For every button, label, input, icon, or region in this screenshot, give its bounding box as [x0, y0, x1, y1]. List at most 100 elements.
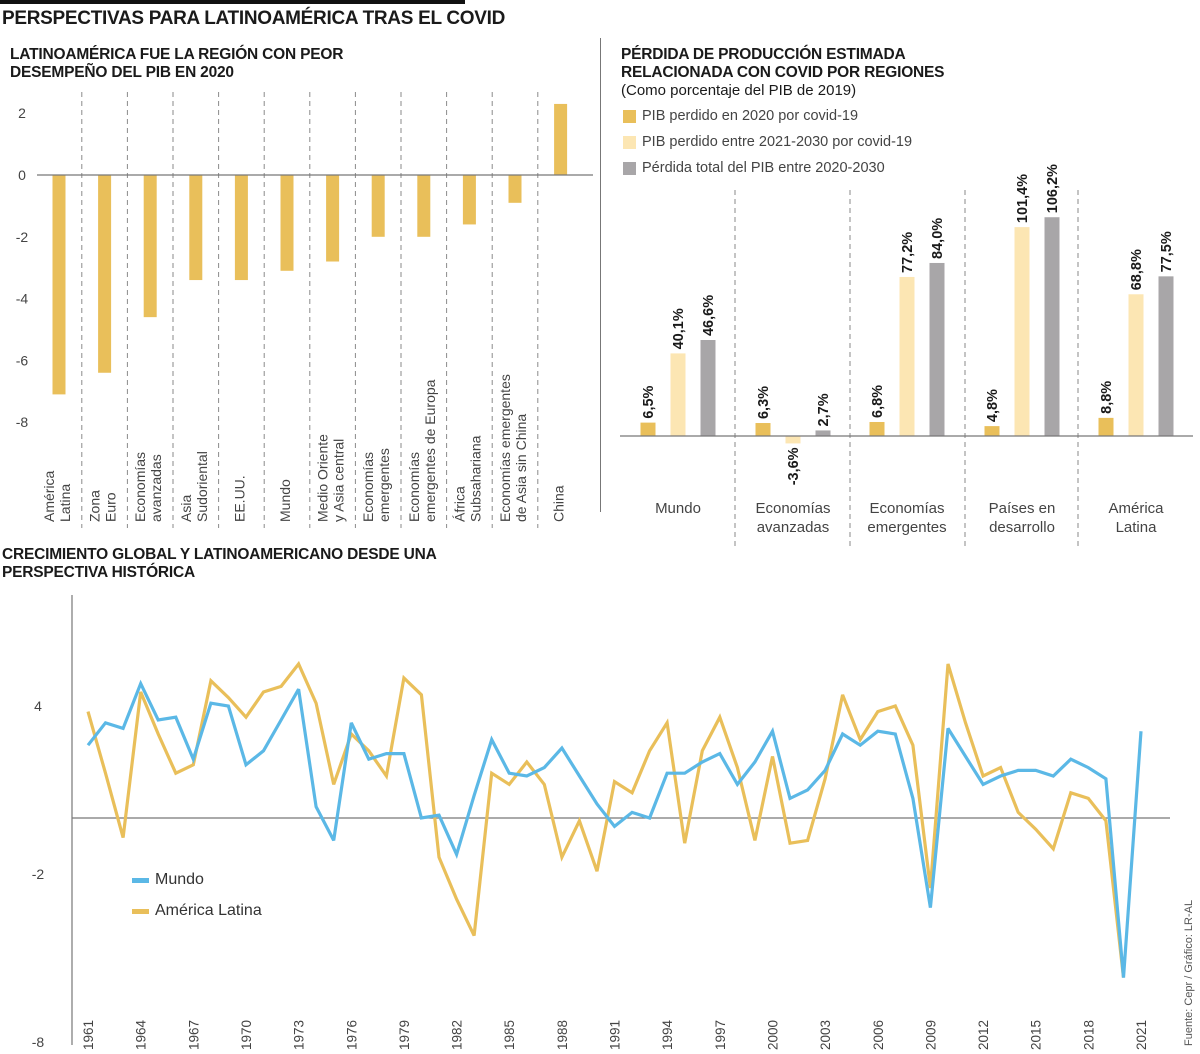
- chart3-xtick-label: 1991: [608, 1020, 623, 1050]
- chart2-bar: [755, 423, 771, 436]
- chart1-bar: [280, 175, 294, 271]
- chart2-value-label: 84,0%: [930, 218, 946, 259]
- chart1-bar: [326, 175, 340, 262]
- chart1-bar: [234, 175, 248, 281]
- chart3-legend-america-latina: América Latina: [132, 902, 262, 920]
- section-divider: [600, 38, 601, 512]
- chart1-ytick-label: -4: [16, 291, 29, 307]
- legend-label: América Latina: [155, 902, 262, 919]
- chart1-category-label: Economías: [360, 452, 376, 522]
- chart3-xtick-label: 1961: [81, 1020, 96, 1050]
- chart3-xtick-label: 1964: [134, 1019, 149, 1050]
- chart2-bar: [785, 436, 801, 444]
- chart2-category-label: desarrollo: [989, 519, 1055, 536]
- chart3-plot: 4 -2 -8 1961 1964 1967 1970 1973 1976 1979 1982 198…: [32, 595, 1170, 1050]
- chart2-value-label: 46,6%: [701, 295, 717, 336]
- chart2-bar: [899, 276, 915, 436]
- chart2-value-label: 40,1%: [671, 308, 687, 349]
- chart2-category-label: Mundo: [655, 500, 701, 517]
- chart2-value-label: 2,7%: [816, 393, 832, 426]
- chart2-value-label: 68,8%: [1129, 249, 1145, 290]
- chart1-category-label: Economías: [132, 452, 148, 522]
- legend-line-blue: [132, 877, 149, 883]
- chart2-title: PÉRDIDA DE PRODUCCIÓN ESTIMADA RELACIONA…: [621, 46, 945, 81]
- chart3-xtick-label: 1982: [450, 1020, 465, 1050]
- chart1-category-label: Asia: [178, 495, 194, 522]
- chart1-category-label: de Asia sin China: [513, 414, 529, 522]
- chart2-subtitle: (Como porcentaje del PIB de 2019): [621, 82, 857, 99]
- chart3-legend-mundo: Mundo: [132, 871, 204, 889]
- chart3-ytick-label: 4: [34, 698, 42, 714]
- chart3-xtick-label: 1967: [186, 1020, 201, 1050]
- chart1-category-label: América: [41, 470, 57, 522]
- chart1-ytick-label: -6: [16, 352, 29, 368]
- chart2-bar: [700, 340, 716, 436]
- chart1-category-label: Medio Oriente: [315, 434, 331, 522]
- chart1-category-label: Sudoriental: [194, 451, 210, 522]
- chart3-xtick-label: 1985: [502, 1020, 517, 1050]
- chart1-bar: [508, 175, 522, 203]
- chart2-bar: [670, 353, 686, 436]
- chart1-bar: [189, 175, 203, 281]
- chart2-value-label: 8,8%: [1099, 381, 1115, 414]
- chart2-bar: [815, 430, 831, 436]
- chart1-ytick-label: 2: [18, 105, 26, 121]
- page-title: PERSPECTIVAS PARA LATINOAMÉRICA TRAS EL …: [2, 8, 506, 29]
- chart3-xtick-label: 1979: [397, 1020, 412, 1050]
- chart1-ytick-label: -8: [16, 414, 29, 430]
- chart3-ytick-label: -8: [32, 1034, 45, 1050]
- legend-label: Mundo: [155, 871, 204, 888]
- chart1-category-label: Euro: [103, 492, 119, 522]
- chart1-bar: [98, 175, 112, 373]
- chart1-category-label: EE.UU.: [231, 475, 247, 522]
- chart3-xtick-label: 2012: [976, 1020, 991, 1050]
- chart3-ytick-label: -2: [32, 866, 45, 882]
- legend-label: PIB perdido entre 2021-2030 por covid-19: [642, 134, 913, 150]
- chart3-xtick-label: 1970: [239, 1020, 254, 1050]
- chart2-category-label: Países en: [989, 500, 1056, 517]
- chart2-bar: [640, 422, 656, 436]
- chart1-ytick-label: -2: [16, 229, 29, 245]
- chart3-xtick-label: 1997: [713, 1020, 728, 1050]
- chart2-bar: [1014, 227, 1030, 436]
- chart3-title: CRECIMIENTO GLOBAL Y LATINOAMERICANO DES…: [2, 546, 437, 581]
- chart3-xtick-label: 2003: [818, 1020, 833, 1050]
- chart2-bar: [1098, 417, 1114, 436]
- chart1-category-label: Subsahariana: [467, 435, 483, 522]
- chart1-category-label: emergentes de Europa: [422, 379, 438, 522]
- legend-label: Pérdida total del PIB entre 2020-2030: [642, 160, 885, 176]
- chart1-category-label: y Asia central: [331, 439, 347, 522]
- chart3-xtick-label: 1973: [292, 1020, 307, 1050]
- chart2-category-label: emergentes: [867, 519, 946, 536]
- chart2-category-label: avanzadas: [757, 519, 830, 536]
- chart1-bar: [52, 175, 66, 395]
- chart1-category-label: emergentes: [376, 448, 392, 522]
- chart1-category-label: avanzadas: [148, 454, 164, 522]
- chart3-xtick-label: 1988: [555, 1020, 570, 1050]
- chart1-ytick-label: 0: [18, 167, 26, 183]
- chart3-line-mundo: [86, 679, 1143, 978]
- chart2-legend-item-2020: PIB perdido en 2020 por covid-19: [623, 108, 858, 124]
- chart3-line-america-latina: [86, 660, 1126, 978]
- legend-swatch-gray: [623, 161, 636, 175]
- legend-swatch-gold: [623, 109, 636, 123]
- chart1-bar: [143, 175, 157, 318]
- chart2-bar: [1158, 276, 1174, 436]
- chart1-bar: [417, 175, 431, 237]
- chart1-category-label: Economías: [406, 452, 422, 522]
- chart1-category-label: Economías emergentes: [497, 374, 513, 522]
- chart2-value-label: 6,5%: [641, 385, 657, 418]
- chart1-category-label: Zona: [87, 490, 103, 522]
- chart2-bar: [929, 262, 945, 436]
- chart1-category-label: China: [551, 485, 567, 522]
- chart2-value-label: 77,5%: [1159, 231, 1175, 272]
- chart2-category-label: Latina: [1116, 519, 1158, 536]
- chart2-category-label: Economías: [869, 500, 944, 517]
- legend-swatch-light-gold: [623, 135, 636, 149]
- chart1-category-label: Latina: [57, 484, 73, 522]
- legend-line-gold: [132, 908, 149, 914]
- chart1-plot: 2 0 -2 -4 -6 -8 América Latina Zona Euro Economías…: [16, 92, 593, 528]
- chart1-bar: [554, 103, 568, 175]
- chart2-plot: 6,5% 6,3% 6,8% 4,8% 8,8% 40,1% -3,6% 77,2% 101,4…: [620, 164, 1193, 546]
